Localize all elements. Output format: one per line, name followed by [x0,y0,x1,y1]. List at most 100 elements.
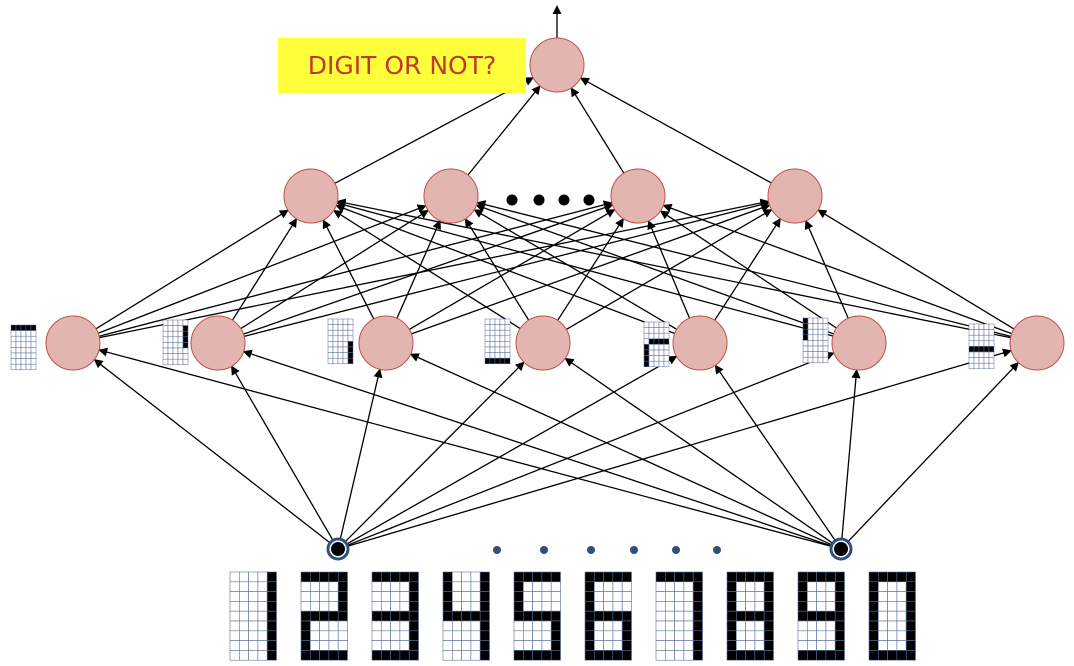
digit-pixel [664,581,675,592]
digit-pixel [887,640,898,651]
digit-pixel [593,640,604,651]
icon-pixel [973,334,980,342]
icon-pixel [25,324,32,331]
hidden1-neuron [672,315,728,371]
digit-pixel [319,650,330,661]
digit-pixel [806,630,817,641]
icon-pixel [489,324,496,331]
digit-pixel [229,581,240,592]
digit-pixel [674,650,685,661]
digit-pixel [328,591,339,602]
arrow-input-to-hidden1 [409,353,834,547]
icon-pixel [10,347,17,354]
icon-pixel [177,347,184,354]
arrow-hidden2-to-output [579,77,772,184]
icon-pixel [648,349,655,356]
digit-pixel [745,650,756,661]
input-node [331,542,345,556]
icon-pixel [162,353,169,360]
digit-pixel [300,640,311,651]
icon-pixel [663,355,670,362]
icon-pixel [484,357,491,365]
icon-pixel [968,334,975,342]
digit-pixel [797,630,808,641]
icon-pixel [983,346,990,353]
digit-pixel [877,630,888,641]
digit-pixel [834,581,845,592]
icon-pixel [807,345,814,352]
digit-pixel [470,581,481,592]
digit-pixel [797,601,808,612]
digit-pixel [745,601,756,612]
digit-pixel [612,591,623,602]
digit-pixel [674,581,685,592]
digit-pixel [905,640,916,651]
digit-pixel [513,610,524,622]
arrow-hidden1-to-hidden2 [97,204,427,334]
digit-pixel [655,620,666,632]
digit-pixel [522,581,533,592]
icon-pixel [30,352,37,359]
icon-pixel [337,341,344,348]
digit-pixel [390,610,401,622]
receptive-field-icon [327,318,354,365]
digit-pixel [754,620,765,632]
digit-pixel [257,610,268,622]
arrow-hidden1-to-hidden2 [476,200,1011,338]
icon-pixel [663,321,670,328]
digit-pixel [390,571,401,583]
digit-pixel [655,591,666,602]
icon-pixel [494,324,501,331]
digit-pixel [522,630,533,641]
digit-pixel [887,581,898,592]
digit-pixel [399,630,410,641]
arrow-hidden1-to-hidden2 [475,203,834,335]
digit-pixel [621,650,632,661]
digit-pixel [621,630,632,641]
digit-pixel [612,640,623,651]
digit-pixel [390,601,401,612]
icon-pixel [15,341,22,348]
digit-pixel [834,610,845,622]
icon-pixel [653,332,660,340]
digit-pixel [806,571,817,583]
digit-pixel [229,640,240,651]
icon-pixel [499,346,506,353]
input-ellipsis-dot [630,546,638,554]
icon-pixel [817,323,824,330]
digit-pixel [229,630,240,641]
icon-pixel [643,321,650,328]
digit-pixel [621,610,632,622]
digit-pixel [735,571,746,583]
digit-pixel [905,650,916,661]
digit-pixel [399,610,410,622]
icon-pixel [494,329,501,337]
icon-pixel [10,324,17,331]
digit-pixel [461,640,472,651]
icon-pixel [658,344,665,351]
icon-pixel [182,325,189,332]
icon-pixel [663,327,670,334]
icon-pixel [658,355,665,362]
question-label-box: DIGIT OR NOT? [278,38,526,93]
digit-pixel [371,591,382,602]
icon-pixel [494,318,501,325]
digit-image-8 [726,571,774,661]
icon-pixel [484,329,491,337]
icon-pixel [643,355,650,362]
digit-pixel [726,640,737,651]
arrow-hidden1-to-hidden2 [817,209,1015,330]
digit-pixel [745,630,756,641]
icon-pixel [25,330,32,337]
icon-pixel [988,346,995,353]
digit-pixel [239,571,249,583]
digit-pixel [309,650,320,661]
icon-pixel [822,340,829,347]
icon-pixel [15,330,22,337]
icon-pixel [30,324,37,331]
icon-pixel [968,357,975,364]
digit-pixel [726,571,737,583]
digit-pixel [726,610,737,622]
digit-pixel [470,620,481,632]
digit-pixel [328,571,339,583]
